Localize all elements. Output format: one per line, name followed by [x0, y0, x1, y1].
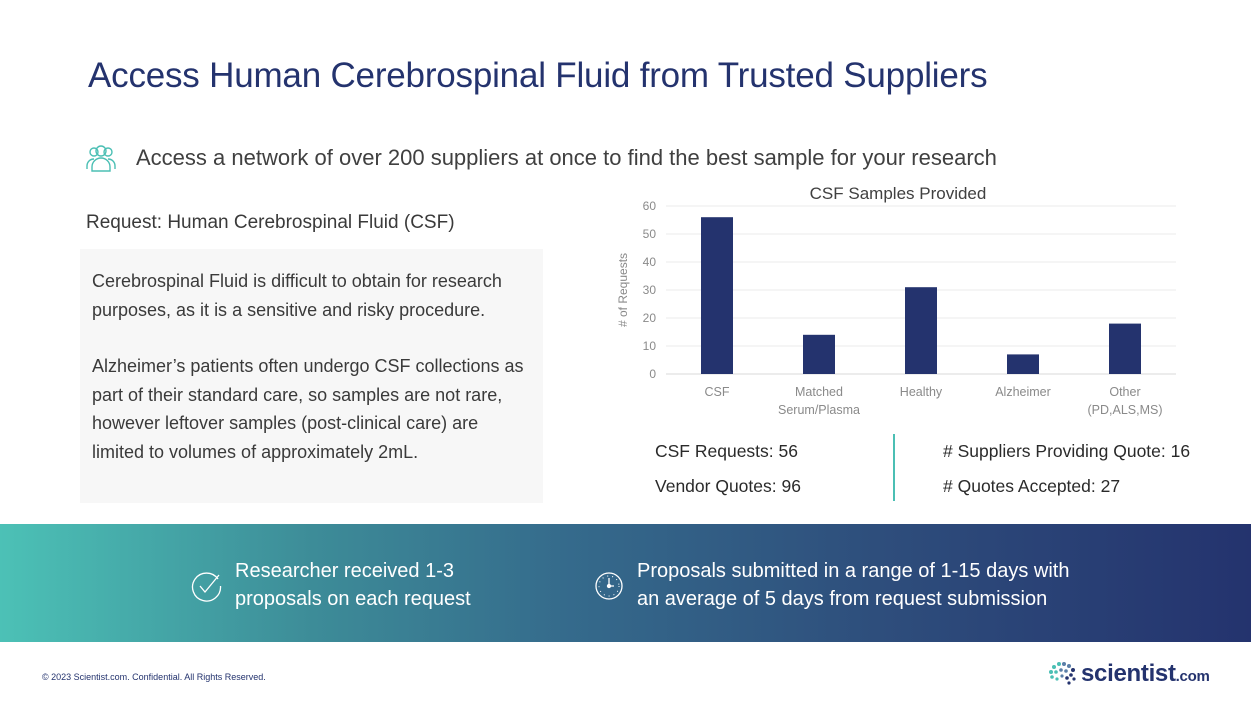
y-tick-label: 50	[643, 227, 657, 241]
x-tick-label: Alzheimer	[995, 385, 1051, 399]
highlight-line: Proposals submitted in a range of 1-15 d…	[637, 560, 1070, 582]
highlight-line: an average of 5 days from request submis…	[637, 588, 1048, 610]
stat-label: Vendor Quotes:	[655, 476, 777, 496]
highlights-banner: Researcher received 1-3 proposals on eac…	[0, 524, 1251, 642]
highlight-text: Proposals submitted in a range of 1-15 d…	[637, 557, 1069, 613]
stat-value: 16	[1170, 441, 1191, 461]
stat-value: 96	[781, 476, 801, 496]
stat-csf-requests: CSF Requests: 56	[655, 434, 801, 469]
bar	[1109, 323, 1141, 374]
x-tick-label: CSF	[705, 385, 730, 399]
stat-suppliers-providing-quote: # Suppliers Providing Quote: 16	[943, 434, 1190, 469]
y-tick-label: 40	[643, 255, 657, 269]
y-tick-label: 20	[643, 311, 657, 325]
scientist-logo[interactable]: scientist.com	[1046, 660, 1210, 688]
stat-label: # Suppliers Providing Quote:	[943, 441, 1166, 461]
description-paragraph: Alzheimer’s patients often undergo CSF c…	[92, 356, 524, 462]
x-tick-label: Healthy	[900, 385, 943, 399]
people-group-icon	[86, 145, 116, 172]
description-box: Cerebrospinal Fluid is difficult to obta…	[80, 249, 543, 503]
highlight-timing: Proposals submitted in a range of 1-15 d…	[593, 557, 1069, 613]
highlight-proposals: Researcher received 1-3 proposals on eac…	[191, 557, 471, 613]
stats-left: CSF Requests: 56 Vendor Quotes: 96	[655, 434, 801, 504]
stats-panel: CSF Requests: 56 Vendor Quotes: 96 # Sup…	[655, 434, 1225, 504]
stat-value: 56	[778, 441, 798, 461]
stats-divider	[893, 434, 895, 501]
check-circle-icon	[191, 572, 222, 602]
stat-label: CSF Requests:	[655, 441, 774, 461]
x-tick-label: Serum/Plasma	[778, 403, 860, 417]
highlight-line: Researcher received 1-3	[235, 560, 454, 582]
y-axis-label: # of Requests	[616, 253, 630, 327]
x-tick-label: Other	[1109, 385, 1140, 399]
stat-quotes-accepted: # Quotes Accepted: 27	[943, 469, 1190, 504]
x-tick-label: Matched	[795, 385, 843, 399]
bar	[1007, 354, 1039, 374]
y-tick-label: 60	[643, 199, 657, 213]
logo-wordmark: scientist.com	[1081, 660, 1210, 688]
page-title: Access Human Cerebrospinal Fluid from Tr…	[88, 56, 988, 95]
y-tick-label: 10	[643, 339, 657, 353]
description-paragraph: Cerebrospinal Fluid is difficult to obta…	[92, 271, 502, 320]
bar	[803, 334, 835, 374]
y-tick-label: 30	[643, 283, 657, 297]
clock-icon	[595, 572, 623, 600]
highlight-line: proposals on each request	[235, 588, 471, 610]
bar-chart: CSF Samples Provided # of Requests 0 10 20…	[600, 180, 1220, 425]
stats-right: # Suppliers Providing Quote: 16 # Quotes…	[943, 434, 1190, 504]
y-tick-label: 0	[649, 367, 656, 381]
brain-logo-icon	[1049, 662, 1076, 685]
bar	[701, 217, 733, 374]
bar	[905, 287, 937, 374]
stat-label: # Quotes Accepted:	[943, 476, 1096, 496]
copyright-text: © 2023 Scientist.com. Confidential. All …	[42, 672, 266, 682]
subtitle-row: Access a network of over 200 suppliers a…	[86, 144, 997, 172]
logo-suffix: .com	[1175, 668, 1210, 685]
chart-title: CSF Samples Provided	[810, 184, 987, 203]
stat-value: 27	[1100, 476, 1121, 496]
subtitle-text: Access a network of over 200 suppliers a…	[136, 145, 997, 170]
request-label: Request: Human Cerebrospinal Fluid (CSF)	[86, 212, 455, 233]
highlight-text: Researcher received 1-3 proposals on eac…	[235, 557, 471, 613]
chart-svg: CSF Samples Provided # of Requests 0 10 20…	[616, 184, 1176, 417]
logo-word: scientist	[1081, 660, 1176, 687]
x-tick-label: (PD,ALS,MS)	[1087, 403, 1162, 417]
stat-vendor-quotes: Vendor Quotes: 96	[655, 469, 801, 504]
